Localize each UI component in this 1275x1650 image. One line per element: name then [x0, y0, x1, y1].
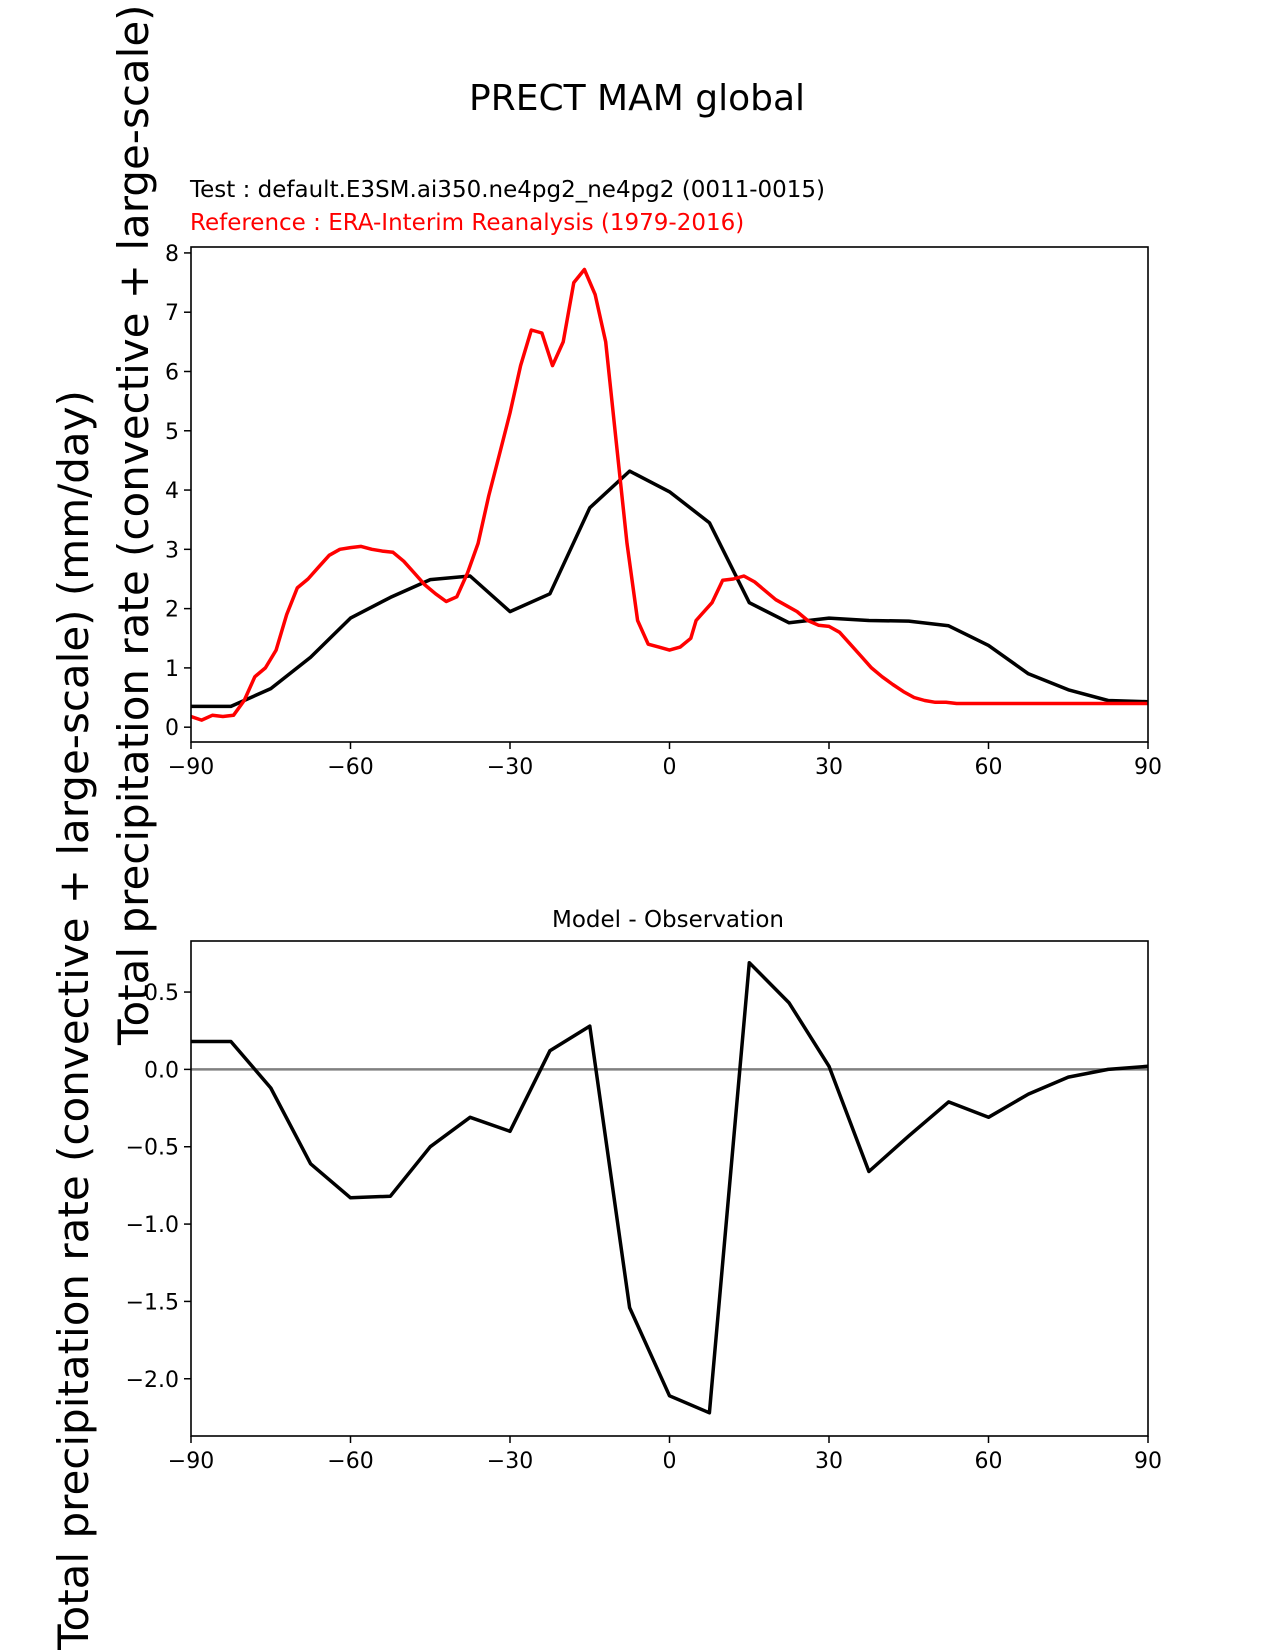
x-tick-label: −90 [168, 755, 214, 780]
difference-panel: −90 −60 −30 0 30 60 90 0.5 0.0 −0.5 −1.0 −1.5 −2.0 [126, 940, 1162, 1474]
x-tick-label: 90 [1134, 755, 1162, 780]
y-tick-label: −0.5 [126, 1136, 179, 1161]
y-tick-label: 3 [165, 538, 179, 563]
x-tick-label: −60 [327, 1449, 373, 1474]
y-tick-label: 1 [165, 657, 179, 682]
y-tick-label: 6 [165, 360, 179, 385]
x-tick-label: 60 [975, 755, 1003, 780]
series-line-test [191, 469, 1148, 709]
x-tick-label: −30 [487, 1449, 533, 1474]
subtitle-test: Test : default.E3SM.ai350.ne4pg2_ne4pg2 … [189, 177, 825, 203]
y-tick-label: 7 [165, 301, 179, 326]
diff-title: Model - Observation [552, 907, 784, 933]
y-tick-label: 0.0 [144, 1058, 179, 1083]
y-tick-label: −1.5 [126, 1290, 179, 1315]
ylabel-overflow: Total precipitation rate (convective + l… [49, 390, 98, 1650]
x-tick-label: −60 [327, 755, 373, 780]
series-line-reference [191, 267, 1148, 722]
y-tick-label: −1.0 [126, 1213, 179, 1238]
x-tick-label: −90 [168, 1449, 214, 1474]
series-line-model-observation [191, 960, 1148, 1415]
x-tick-label: 0 [663, 755, 677, 780]
y-tick-label: 4 [165, 479, 179, 504]
y-tick-label: 2 [165, 598, 179, 623]
axes-frame [190, 940, 1149, 1437]
x-tick-label: 30 [815, 1449, 843, 1474]
y-tick-label: −2.0 [126, 1368, 179, 1393]
x-tick-label: −30 [487, 755, 533, 780]
x-tick-label: 60 [975, 1449, 1003, 1474]
ylabel: Total precipitation rate (convective + l… [109, 0, 158, 1046]
y-tick-label: 0.5 [144, 981, 179, 1006]
subtitle-reference: Reference : ERA-Interim Reanalysis (1979… [190, 210, 744, 236]
y-tick-label: 5 [165, 420, 179, 445]
x-tick-label: 90 [1134, 1449, 1162, 1474]
climatology-panel: −90 −60 −30 0 30 60 90 0 1 2 3 4 5 6 7 8 [165, 242, 1162, 780]
x-tick-label: 0 [663, 1449, 677, 1474]
figure-title: PRECT MAM global [469, 78, 805, 119]
axes-frame [190, 246, 1149, 743]
y-tick-label: 8 [165, 242, 179, 267]
y-tick-label: 0 [165, 716, 179, 741]
x-tick-label: 30 [815, 755, 843, 780]
